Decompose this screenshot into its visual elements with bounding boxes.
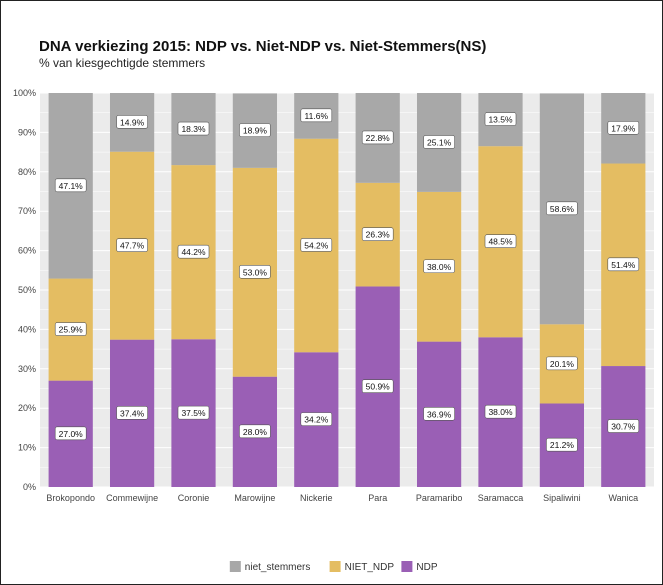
y-tick-label: 10% (18, 443, 36, 453)
data-label-box (361, 379, 394, 394)
legend: niet_stemmers NIET_NDP NDP (229, 561, 438, 573)
x-tick-label: Coronie (178, 493, 210, 503)
data-label-box (116, 238, 148, 252)
data-label-box (54, 426, 87, 441)
data-label: 26.3% (366, 230, 391, 240)
x-tick-label: Marowijne (234, 493, 275, 503)
data-label: 17.9% (611, 123, 636, 133)
data-label-box (361, 130, 394, 145)
y-tick-label: 30% (18, 364, 36, 374)
data-label: 37.4% (120, 408, 145, 418)
x-axis: Brokopondo Commewijne Coronie Marowijne Nick… (46, 493, 638, 503)
legend-label-niet_stemmers: niet_stemmers (245, 562, 311, 573)
data-label-box (116, 115, 148, 129)
data-label: 14.9% (120, 117, 145, 127)
y-tick-label: 100% (13, 88, 36, 98)
legend-label-NDP: NDP (416, 562, 437, 573)
data-label-box (423, 259, 455, 274)
data-label: 36.9% (427, 409, 452, 419)
data-label-box (300, 412, 333, 426)
x-tick-label: Para (368, 493, 387, 503)
data-label: 20.1% (550, 359, 575, 369)
data-label: 25.9% (59, 325, 84, 335)
y-tick-label: 60% (18, 246, 36, 256)
x-tick-label: Nickerie (300, 493, 333, 503)
data-label-box (361, 227, 394, 241)
data-label: 37.5% (181, 408, 206, 418)
y-tick-label: 70% (18, 206, 36, 216)
x-tick-label: Commewijne (106, 493, 158, 503)
data-label: 58.6% (550, 204, 575, 214)
legend-swatch-NIET_NDP (329, 561, 341, 572)
data-label: 48.5% (488, 237, 513, 247)
data-label-box (177, 244, 210, 259)
x-tick-label: Paramaribo (416, 493, 463, 503)
data-label: 25.1% (427, 137, 452, 147)
data-label-box (300, 108, 333, 123)
y-tick-label: 80% (18, 167, 36, 177)
y-tick-label: 90% (18, 127, 36, 137)
legend-label-NIET_NDP: NIET_NDP (345, 562, 395, 573)
data-label: 22.8% (366, 133, 391, 143)
data-label-box (607, 257, 640, 272)
data-label-box (484, 112, 517, 126)
data-label: 54.2% (304, 240, 329, 250)
y-tick-label: 50% (18, 285, 36, 295)
data-label-box (239, 123, 271, 137)
chart-subtitle: % van kiesgechtigde stemmers (39, 56, 205, 70)
legend-swatch-niet_stemmers (229, 561, 241, 572)
y-tick-label: 40% (18, 324, 36, 334)
data-label: 28.0% (243, 427, 268, 437)
data-label-box (607, 120, 640, 135)
x-tick-label: Brokopondo (46, 493, 95, 503)
data-label-box (54, 322, 87, 336)
data-label: 13.5% (488, 115, 513, 125)
data-label-box (300, 238, 333, 252)
data-label: 11.6% (305, 111, 329, 121)
data-label-box (423, 407, 455, 421)
data-label: 18.3% (181, 124, 206, 134)
data-label-box (54, 178, 87, 193)
data-label: 51.4% (611, 260, 636, 270)
data-label: 21.2% (550, 440, 575, 450)
data-label-box (239, 424, 271, 439)
data-label: 34.2% (304, 415, 329, 425)
x-tick-label: Saramacca (478, 493, 524, 503)
legend-swatch-NDP (401, 561, 413, 572)
data-label-box (423, 135, 455, 149)
data-label-box (546, 356, 578, 371)
data-label-box (177, 405, 210, 420)
data-label: 50.9% (366, 382, 391, 392)
y-axis: 0% 10% 20% 30% 40% 50% 60% 70% 80% 90% 100% (13, 88, 36, 492)
y-tick-label: 0% (23, 482, 36, 492)
chart-title: DNA verkiezing 2015: NDP vs. Niet-NDP vs… (39, 38, 486, 55)
data-label-box (607, 419, 640, 433)
x-tick-label: Sipaliwini (543, 493, 581, 503)
data-label: 27.0% (59, 429, 84, 439)
data-label: 47.1% (59, 181, 84, 191)
data-label: 53.0% (243, 267, 268, 277)
data-label: 18.9% (243, 126, 268, 136)
data-label: 30.7% (611, 422, 636, 432)
y-tick-label: 20% (18, 403, 36, 413)
data-label-box (116, 406, 148, 420)
data-label-box (546, 201, 578, 216)
data-label-box (484, 234, 517, 249)
bars-group: 27.0% 25.9% 47.1% 37.4% 47.7% 14.9% 37.5% 44.2%… (48, 93, 646, 487)
data-label: 47.7% (120, 241, 145, 251)
data-label-box (239, 264, 271, 279)
data-label: 38.0% (427, 262, 452, 272)
data-label-box (484, 404, 517, 419)
data-label: 38.0% (488, 407, 513, 417)
x-tick-label: Wanica (608, 493, 638, 503)
data-label-box (546, 437, 578, 452)
data-label-box (177, 121, 210, 136)
data-label: 44.2% (181, 247, 206, 257)
